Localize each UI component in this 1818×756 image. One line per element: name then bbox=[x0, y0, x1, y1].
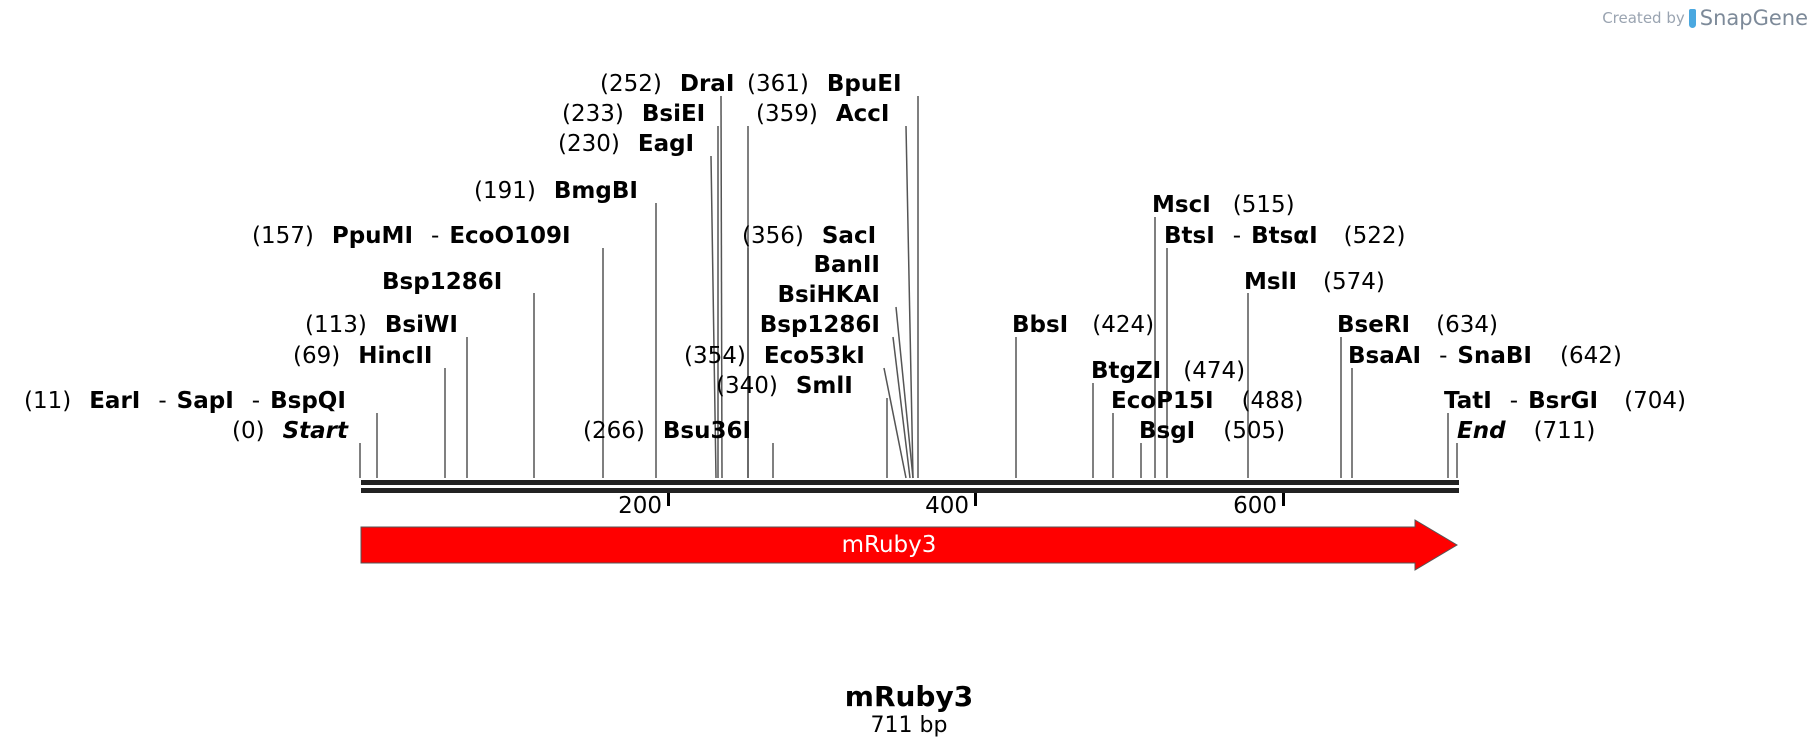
ruler: 200 400 600 bbox=[618, 493, 1285, 519]
site-smli[interactable]: (340) SmlI bbox=[716, 373, 853, 399]
site-bpuei[interactable]: (361) BpuEI bbox=[747, 71, 902, 97]
sequence-length: 711 bp bbox=[870, 713, 948, 738]
site-taqii[interactable]: (69) HincII bbox=[293, 343, 432, 369]
connector-acci bbox=[905, 125, 914, 479]
site-eco53ki[interactable]: (354) Eco53kI bbox=[684, 343, 865, 369]
snapgene-credit: Created by SnapGene bbox=[1602, 6, 1808, 30]
connector-bsihkai bbox=[895, 306, 914, 479]
ruler-label-600: 600 bbox=[1233, 493, 1277, 519]
site-saci[interactable]: (356) SacI bbox=[742, 223, 876, 249]
connector-eagi bbox=[710, 155, 717, 479]
site-bsiwi[interactable]: Bsp1286I bbox=[382, 269, 502, 295]
site-bbsi[interactable]: BbsI (424) bbox=[1012, 312, 1154, 338]
site-drai[interactable]: (252) DraI bbox=[600, 71, 734, 97]
site-end[interactable]: End (711) bbox=[1457, 418, 1595, 444]
site-ecop15i[interactable]: EcoP15I (488) bbox=[1111, 388, 1303, 414]
credit-brand: SnapGene bbox=[1699, 6, 1808, 30]
site-bsihkai[interactable]: BsiHKAI bbox=[777, 282, 880, 308]
site-start[interactable]: (0) Start bbox=[232, 418, 349, 444]
ruler-label-400: 400 bbox=[925, 493, 969, 519]
backbone-top-strand bbox=[361, 480, 1459, 485]
connector-drai bbox=[720, 95, 723, 479]
site-ppumi[interactable]: (157) PpuMI - EcoO109I bbox=[252, 223, 571, 249]
site-bsiei[interactable]: (233) BsiEI bbox=[562, 101, 705, 127]
feature-mruby3[interactable]: mRuby3 bbox=[360, 519, 1458, 571]
map-footer: mRuby3 711 bp bbox=[0, 680, 1818, 738]
backbone-bottom-strand bbox=[361, 488, 1459, 493]
ruler-tick-200 bbox=[667, 493, 670, 506]
site-hincii[interactable]: (113) BsiWI bbox=[305, 312, 458, 338]
feature-label: mRuby3 bbox=[842, 532, 937, 558]
site-connectors bbox=[359, 95, 1458, 479]
site-msli[interactable]: MslI (574) bbox=[1244, 269, 1385, 295]
site-bsu36i[interactable]: (266) Bsu36I bbox=[583, 418, 751, 444]
site-bseri[interactable]: BseRI (634) bbox=[1337, 312, 1498, 338]
site-eari[interactable]: (11) EarI - SapI - BspQI bbox=[24, 388, 346, 414]
ruler-tick-600 bbox=[1282, 493, 1285, 506]
site-msci[interactable]: MscI (515) bbox=[1152, 192, 1295, 218]
site-acci[interactable]: (359) AccI bbox=[756, 101, 890, 127]
site-bsp1286i-name[interactable]: Bsp1286I bbox=[760, 312, 880, 338]
credit-prefix: Created by bbox=[1602, 9, 1685, 27]
connector-eco53ki bbox=[883, 367, 907, 479]
site-bsgi[interactable]: BsgI (505) bbox=[1139, 418, 1285, 444]
site-bsaai[interactable]: BsaAI - SnaBI (642) bbox=[1348, 343, 1622, 369]
ruler-tick-400 bbox=[974, 493, 977, 506]
site-btsi[interactable]: BtsI - BtsαI (522) bbox=[1164, 223, 1406, 249]
feature-arrow[interactable] bbox=[360, 519, 1458, 571]
site-labels: (252) DraI (361) BpuEI (233) BsiEI (359) Acc… bbox=[24, 71, 1686, 444]
ruler-label-200: 200 bbox=[618, 493, 662, 519]
site-banii[interactable]: BanII bbox=[813, 252, 880, 278]
sequence-title: mRuby3 bbox=[844, 680, 974, 713]
snapgene-logo-icon bbox=[1688, 8, 1696, 28]
site-btgzi[interactable]: BtgZI (474) bbox=[1091, 358, 1245, 384]
site-eagi[interactable]: (230) EagI bbox=[558, 131, 694, 157]
site-bmgbi[interactable]: (191) BmgBI bbox=[474, 178, 638, 204]
connector-bsp1286i bbox=[892, 336, 911, 479]
site-tati[interactable]: TatI - BsrGI (704) bbox=[1444, 388, 1686, 414]
